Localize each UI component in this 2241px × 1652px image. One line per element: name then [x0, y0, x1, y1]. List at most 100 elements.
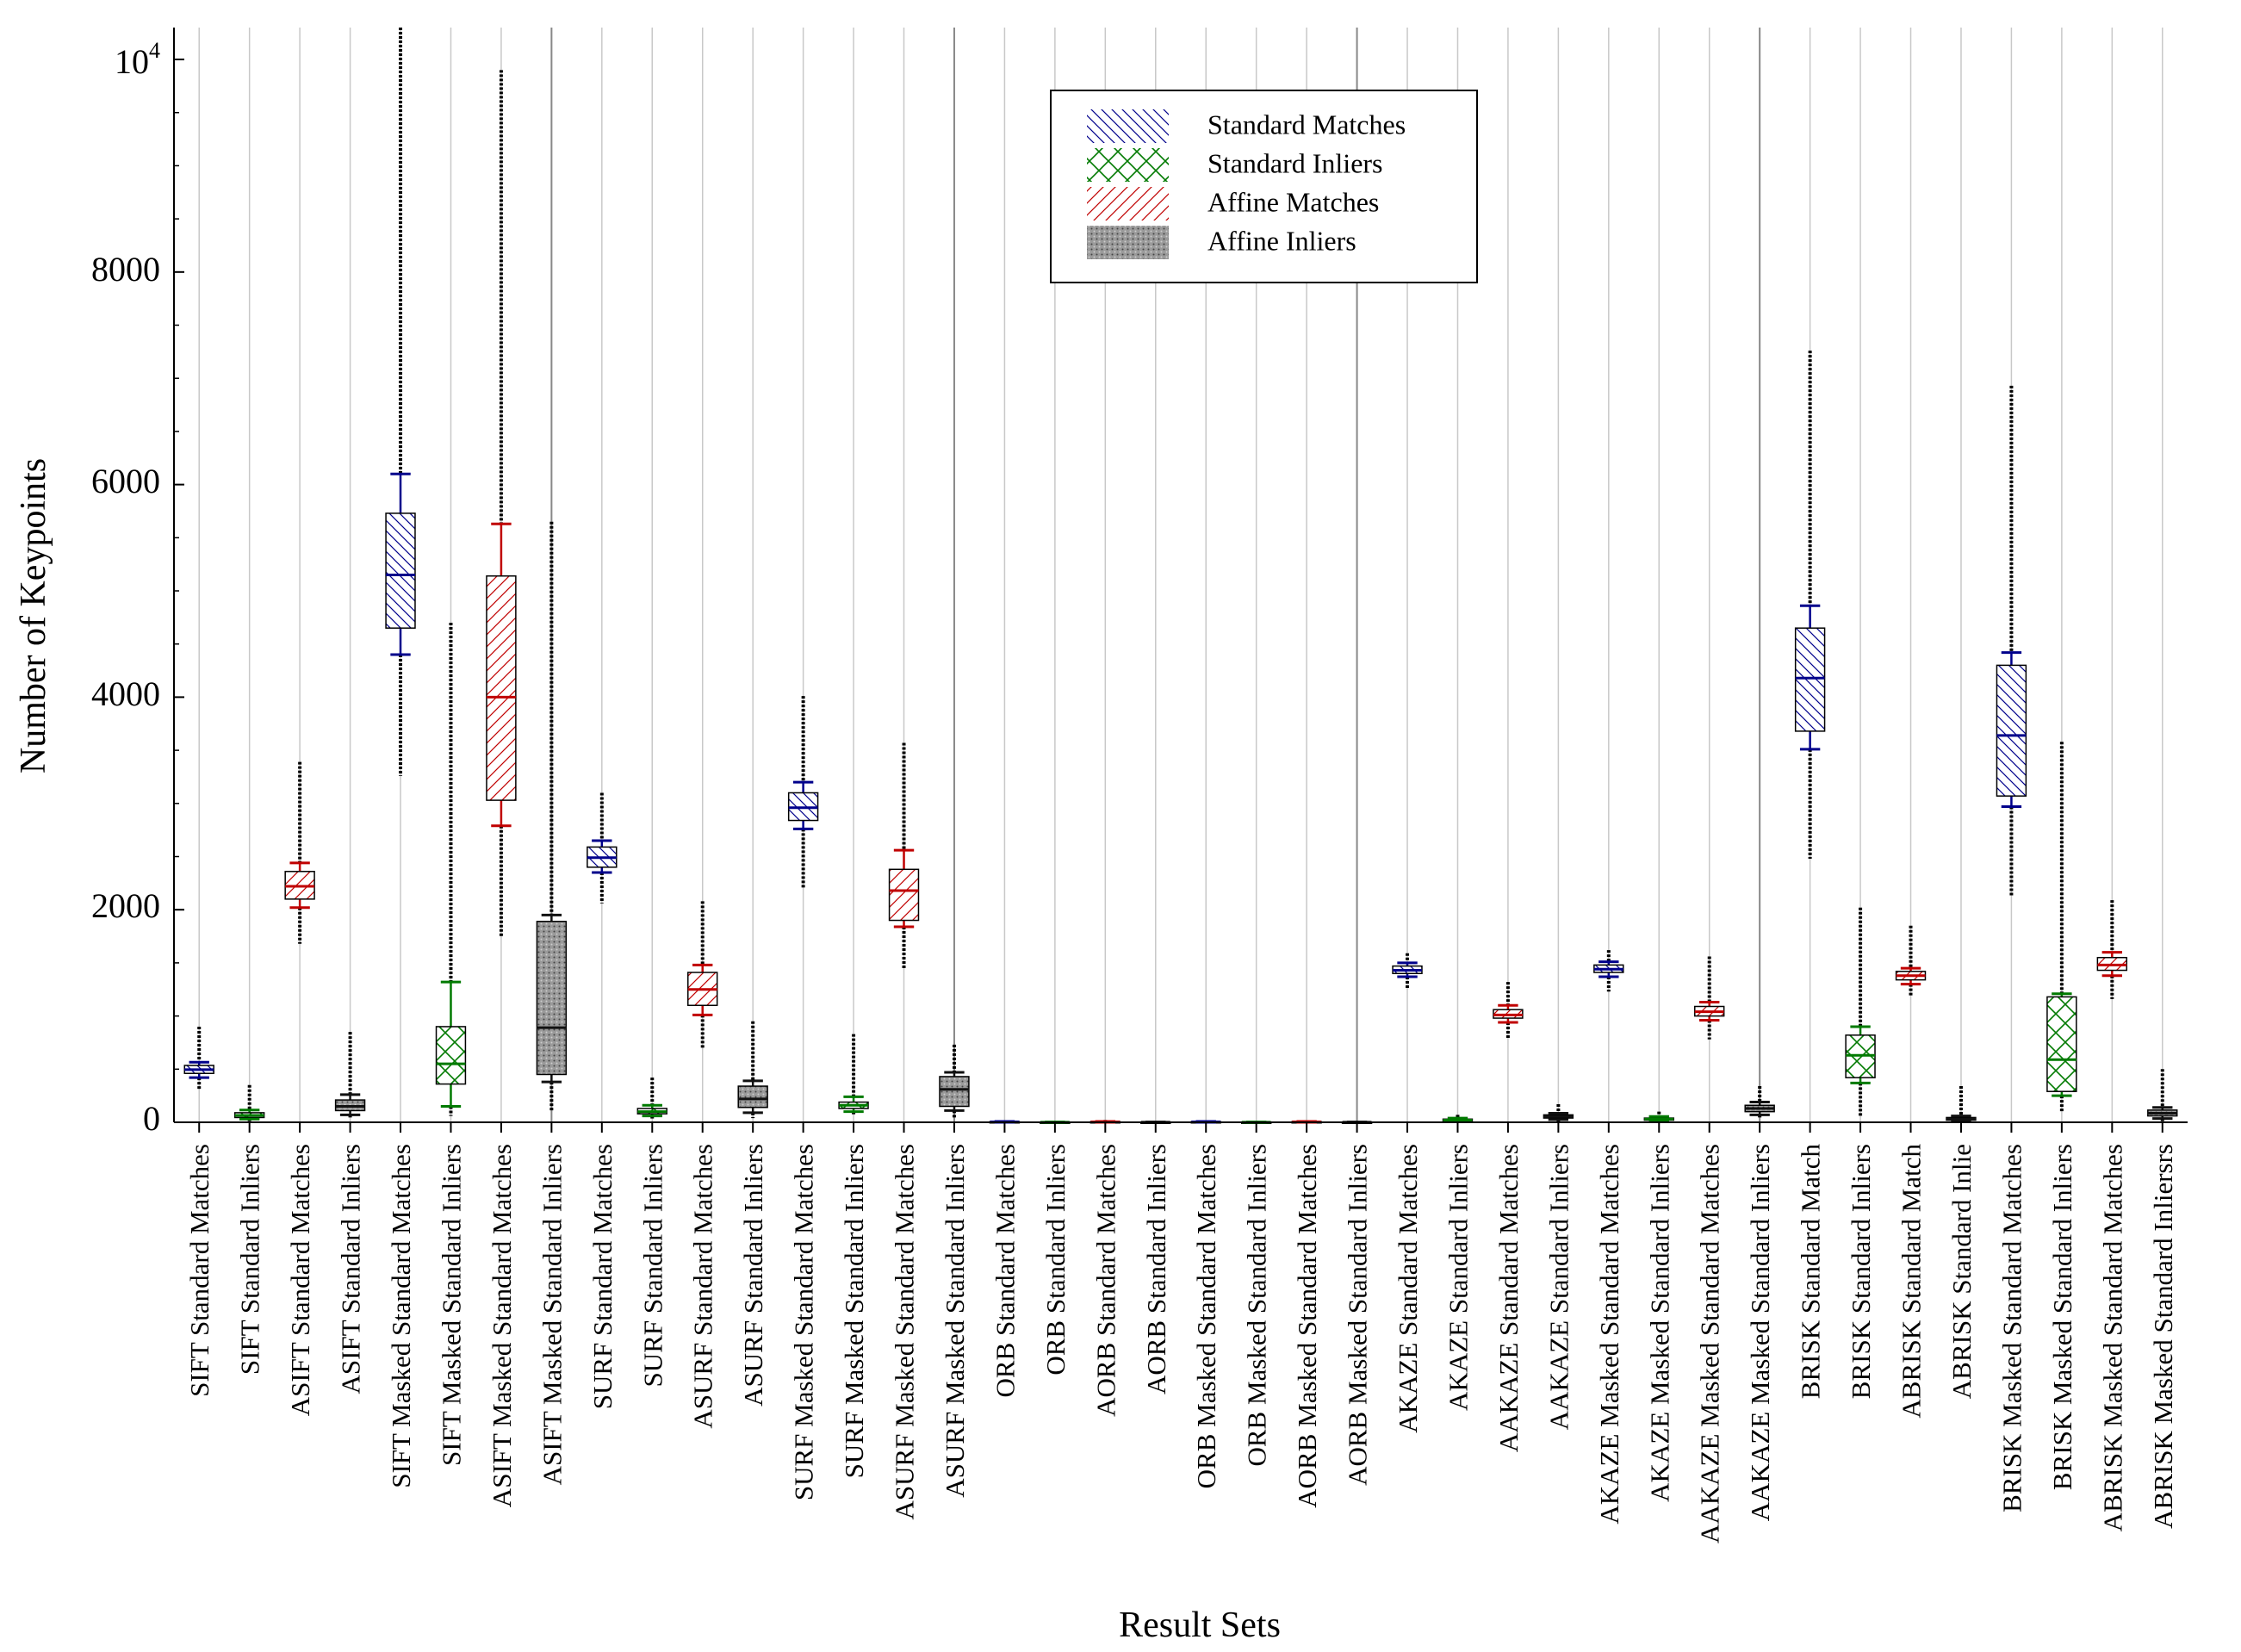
legend-label-standard-inliers: Standard Inliers [1207, 147, 1383, 178]
box-asurf-masked-standard-matches [888, 742, 920, 969]
y-tick-label-top: 104 [115, 38, 160, 81]
x-tick-label: AORB Standard Matches [1090, 1144, 1120, 1417]
box-asift-standard-inliers [334, 1032, 366, 1120]
y-top-exp: 4 [149, 38, 160, 63]
box-body [435, 1026, 467, 1085]
x-tick-label: ABRISK Masked Standard Inliersrs [2148, 1144, 2178, 1529]
legend-label-affine-matches: Affine Matches [1207, 186, 1379, 217]
x-tick-label: SURF Masked Standard Matches [789, 1144, 819, 1500]
box-abrisk-standard-inlie [1946, 1086, 1977, 1123]
x-tick-label: ASURF Masked Standard Matches [890, 1144, 920, 1520]
x-tick-label: BRISK Standard Inliers [1846, 1144, 1876, 1399]
box-abrisk-masked-standard-matches [2096, 900, 2128, 999]
box-body [939, 1076, 970, 1108]
box-aakaze-standard-inliers [1543, 1104, 1574, 1122]
y-top-base: 10 [115, 42, 149, 81]
x-tick-label: ORB Masked Standard Matches [1191, 1144, 1221, 1488]
x-tick-label: AORB Masked Standard Matches [1292, 1144, 1322, 1508]
box-sift-standard-inliers [233, 1084, 265, 1121]
x-tick-label: AKAZE Standard Inliers [1443, 1144, 1473, 1411]
x-tick-label: ORB Standard Matches [990, 1144, 1020, 1397]
x-tick-labels: SIFT Standard Matches SIFT Standard Inlie… [184, 1122, 2178, 1543]
box-body [486, 574, 517, 801]
x-tick-label: SURF Standard Matches [587, 1144, 618, 1409]
legend-swatch-affine-inliers [1087, 226, 1169, 259]
legend-swatch-standard-matches [1087, 109, 1169, 143]
box-brisk-masked-standard-matches [1996, 385, 2027, 897]
x-tick-label: ABRISK Standard Inlie [1946, 1144, 1977, 1399]
y-tick-label: 0 [143, 1099, 160, 1138]
x-tick-label: ASIFT Masked Standard Inliers [537, 1144, 567, 1485]
x-axis-label: Result Sets [1119, 1605, 1281, 1645]
x-tick-label: SIFT Masked Standard Inliers [436, 1144, 466, 1466]
box-abrisk-masked-standard-inliersrs [2147, 1069, 2178, 1121]
y-tick-label: 2000 [91, 886, 160, 925]
x-tick-label: SURF Masked Standard Inliers [839, 1144, 869, 1478]
box-brisk-standard-inliers [1845, 907, 1876, 1117]
axes [173, 28, 2188, 1123]
x-tick-label: BRISK Standard Match [1796, 1144, 1826, 1400]
x-tick-label: BRISK Masked Standard Matches [1996, 1144, 2027, 1512]
x-tick-label: AORB Masked Standard Inliers [1343, 1144, 1373, 1486]
box-body [737, 1085, 768, 1109]
x-tick-label: AAKAZE Masked Standard Inliers [1745, 1144, 1775, 1521]
x-tick-label: AKAZE Masked Standard Matches [1594, 1144, 1624, 1525]
x-tick-label: ORB Masked Standard Inliers [1242, 1144, 1272, 1467]
box-akaze-standard-inliers [1442, 1115, 1474, 1123]
x-tick-label: ASURF Standard Inliers [738, 1144, 768, 1407]
x-tick-label: ASURF Masked Standard Inliers [940, 1144, 970, 1498]
x-tick-label: ABRISK Masked Standard Matches [2097, 1144, 2127, 1531]
box-brisk-standard-match [1794, 351, 1826, 859]
x-tick-label: ASURF Standard Matches [688, 1144, 718, 1429]
box-body [1794, 627, 1826, 732]
box-akaze-standard-matches [1392, 953, 1423, 990]
box-surf-standard-matches [587, 792, 618, 904]
box-body [1996, 664, 2027, 797]
box-brisk-masked-standard-inliers [2046, 742, 2077, 1113]
box-asurf-standard-matches [687, 901, 718, 1048]
x-tick-label: ASIFT Masked Standard Matches [487, 1144, 517, 1507]
y-tick-labels: 0 2000 4000 6000 8000 104 [91, 38, 160, 1138]
legend-label-standard-matches: Standard Matches [1207, 109, 1406, 140]
box-surf-masked-standard-matches [787, 696, 819, 889]
box-body [888, 868, 920, 922]
box-abrisk-standard-match [1895, 925, 1927, 997]
box-asurf-standard-inliers [737, 1021, 768, 1119]
box-asift-masked-standard-inliers [536, 521, 568, 1112]
box-asift-standard-matches [284, 761, 315, 944]
legend-swatch-standard-inliers [1087, 148, 1169, 182]
box-body [385, 512, 416, 629]
box-sift-masked-standard-matches [385, 28, 416, 776]
x-tick-label: SIFT Standard Matches [184, 1144, 214, 1397]
box-asift-masked-standard-matches [486, 70, 517, 937]
x-tick-label: AAKAZE Masked Standard Matches [1695, 1144, 1725, 1543]
y-ticks [174, 59, 184, 1123]
box-akaze-masked-standard-inliers [1643, 1111, 1674, 1123]
box-asurf-masked-standard-inliers [939, 1044, 970, 1119]
box-series [183, 28, 2178, 1125]
x-tick-label: BRISK Masked Standard Inliers [2047, 1144, 2077, 1490]
box-aakaze-standard-matches [1493, 982, 1524, 1039]
box-body [2046, 996, 2077, 1092]
y-tick-label: 6000 [91, 462, 160, 500]
x-tick-label: AKAZE Masked Standard Inliers [1644, 1144, 1674, 1502]
box-sift-masked-standard-inliers [435, 623, 467, 1116]
x-tick-label: ABRISK Standard Match [1896, 1144, 1927, 1419]
x-tick-label: ORB Standard Inliers [1040, 1144, 1071, 1376]
x-tick-label: AAKAZE Standard Matches [1493, 1144, 1524, 1452]
x-tick-label: SIFT Masked Standard Matches [386, 1144, 416, 1488]
box-aakaze-masked-standard-inliers [1744, 1086, 1775, 1120]
x-tick-label: ASIFT Standard Inliers [336, 1144, 366, 1394]
box-surf-masked-standard-inliers [838, 1034, 869, 1116]
legend-swatch-affine-matches [1087, 187, 1169, 220]
box-akaze-masked-standard-matches [1593, 950, 1624, 992]
box-sift-standard-matches [183, 1026, 214, 1090]
legend: Standard Matches Standard Inliers Affine… [1050, 90, 1478, 283]
y-tick-label: 4000 [91, 674, 160, 713]
x-tick-label: AAKAZE Standard Inliers [1543, 1144, 1574, 1430]
x-tick-label: AKAZE Standard Matches [1393, 1144, 1423, 1433]
x-tick-label: AORB Standard Inliers [1141, 1144, 1171, 1394]
x-tick-label: ASIFT Standard Matches [285, 1144, 315, 1416]
y-tick-label: 8000 [91, 250, 160, 289]
